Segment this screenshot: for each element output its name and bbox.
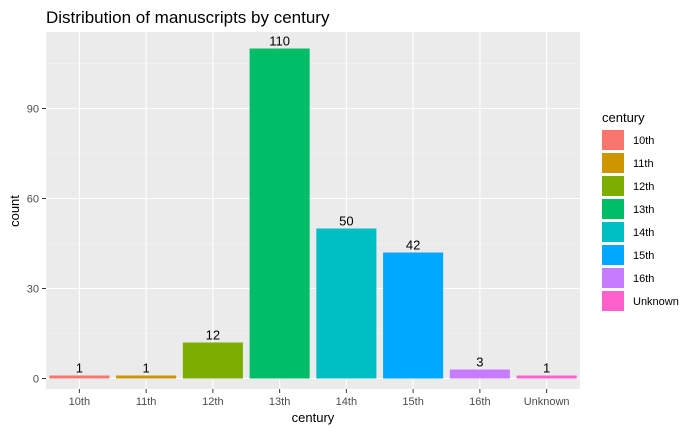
legend-label: 11th: [633, 158, 654, 170]
bar-13th: [249, 48, 310, 379]
bar-unknown: [516, 375, 577, 379]
bar-16th: [449, 369, 510, 379]
data-label: 1: [76, 361, 83, 376]
y-axis-ticks: 0 30 60 90: [27, 104, 46, 386]
x-tick-label: 16th: [469, 396, 490, 408]
bar-15th: [383, 252, 444, 379]
legend: century 10th 11th 12th 13th 14th 15th 16th Unkn…: [602, 110, 679, 311]
x-tick-label: 15th: [402, 396, 423, 408]
bar-14th: [316, 228, 377, 379]
data-label: 12: [206, 328, 220, 343]
legend-key: [602, 153, 624, 173]
legend-key: [602, 176, 624, 196]
data-label: 1: [143, 361, 150, 376]
plot-panel: [46, 32, 580, 389]
legend-key: [602, 291, 624, 311]
x-tick-label: Unknown: [524, 396, 570, 408]
data-label: 42: [406, 238, 420, 253]
bar-12th: [182, 342, 243, 379]
legend-label: 14th: [633, 227, 654, 239]
bar-10th: [49, 375, 110, 379]
y-axis-title: count: [7, 195, 22, 227]
legend-label: 13th: [633, 204, 654, 216]
chart-title: Distribution of manuscripts by century: [46, 8, 330, 27]
legend-key: [602, 130, 624, 150]
legend-key: [602, 268, 624, 288]
data-label: 1: [543, 361, 550, 376]
y-tick-label: 90: [27, 104, 39, 116]
x-tick-label: 11th: [136, 396, 157, 408]
y-tick-label: 60: [27, 194, 39, 206]
legend-label: Unknown: [633, 296, 679, 308]
y-tick-label: 30: [27, 284, 39, 296]
data-label: 3: [476, 355, 483, 370]
legend-label: 12th: [633, 181, 654, 193]
data-labels: 1 1 12 110 50 42 3 1: [76, 34, 550, 376]
legend-title: century: [602, 110, 645, 125]
bars: [49, 48, 577, 379]
x-axis-ticks: 10th 11th 12th 13th 14th 15th 16th Unknown: [69, 389, 570, 408]
legend-label: 15th: [633, 250, 654, 262]
data-label: 110: [269, 34, 290, 49]
x-tick-label: 13th: [269, 396, 290, 408]
x-tick-label: 14th: [336, 396, 357, 408]
legend-key: [602, 245, 624, 265]
data-label: 50: [339, 214, 353, 229]
legend-key: [602, 199, 624, 219]
y-tick-label: 0: [33, 374, 39, 386]
x-axis-title: century: [292, 410, 335, 425]
legend-label: 16th: [633, 273, 654, 285]
legend-label: 10th: [633, 135, 654, 147]
legend-key: [602, 222, 624, 242]
x-tick-label: 10th: [69, 396, 90, 408]
bar-11th: [116, 375, 177, 379]
x-tick-label: 12th: [202, 396, 223, 408]
